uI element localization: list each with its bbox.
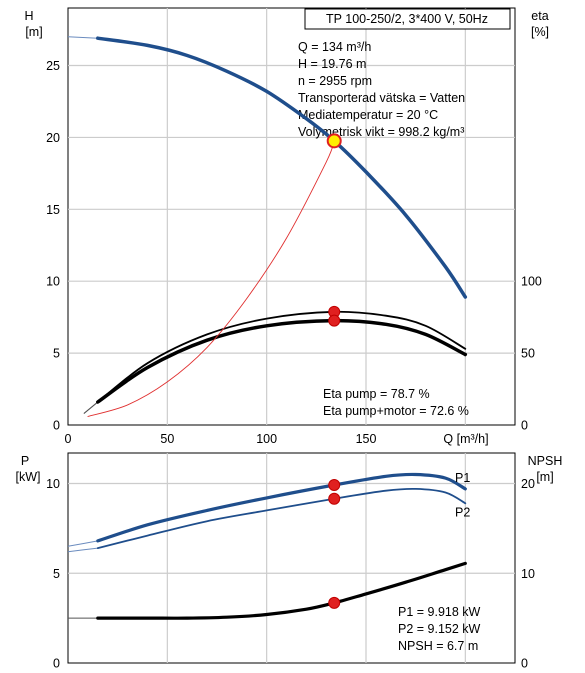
eta-labels: Eta pump = 78.7 % Eta pump+motor = 72.6 %	[323, 387, 469, 418]
curve-system-curve	[87, 140, 335, 417]
right-axis-title-npsh: NPSH	[528, 454, 563, 468]
left-axis-unit-p: [kW]	[16, 470, 41, 484]
top-left-tick: 10	[46, 275, 60, 289]
operating-point-bottom-0	[328, 478, 341, 491]
curve-P1-extension	[67, 540, 98, 547]
bottom-operating-points	[328, 478, 341, 609]
top-right-tick: 100	[521, 275, 542, 289]
top-info-line: Mediatemperatur = 20 °C	[298, 108, 438, 122]
bottom-left-tick: 0	[53, 657, 60, 671]
chart-title: TP 100-250/2, 3*400 V, 50Hz	[326, 12, 488, 26]
bottom-info-block: P1 = 9.918 kW P2 = 9.152 kW NPSH = 6.7 m	[398, 605, 481, 653]
bottom-left-tick: 10	[46, 477, 60, 491]
left-axis-title-p: P	[21, 454, 29, 468]
top-left-tick: 25	[46, 59, 60, 73]
top-x-tick: 100	[256, 432, 277, 446]
top-info-line: Q = 134 m³/h	[298, 40, 371, 54]
top-operating-points	[326, 133, 342, 327]
bottom-info-line: P1 = 9.918 kW	[398, 605, 481, 619]
top-info-line: H = 19.76 m	[298, 57, 366, 71]
bottom-plot-frame	[67, 452, 516, 664]
bottom-info-line: NPSH = 6.7 m	[398, 639, 478, 653]
bottom-right-tick: 10	[521, 567, 535, 581]
top-left-tick: 5	[53, 347, 60, 361]
right-axis-unit-npsh: [m]	[536, 470, 553, 484]
curve-eta-pump-upper	[96, 310, 467, 403]
curve-NPSH	[96, 561, 467, 620]
top-x-tick: 0	[65, 432, 72, 446]
bottom-grid	[68, 453, 515, 663]
top-info-line: n = 2955 rpm	[298, 74, 372, 88]
bottom-tick-labels: 0 5 10 0 10 20	[46, 477, 535, 670]
operating-point-bottom-1	[328, 492, 341, 505]
top-left-tick: 15	[46, 203, 60, 217]
curve-P2-extension	[67, 547, 98, 553]
series-label-p1: P1	[455, 471, 470, 485]
bottom-right-tick: 20	[521, 477, 535, 491]
title-box	[304, 8, 511, 30]
top-grid	[68, 8, 515, 425]
operating-point-h	[326, 133, 342, 149]
eta-label: Eta pump+motor = 72.6 %	[323, 404, 469, 418]
bottom-panel: P [kW] NPSH [m] 0 5 10 0 10 20 P1 P2 P1 = 9.91…	[16, 452, 563, 671]
top-curves	[67, 36, 468, 417]
operating-point-bottom-2	[328, 596, 341, 609]
series-label-p2: P2	[455, 505, 470, 519]
curve-eta-pump	[96, 318, 468, 404]
top-left-tick: 20	[46, 131, 60, 145]
bottom-right-tick: 0	[521, 657, 528, 671]
operating-point-eta-2	[328, 314, 341, 327]
top-x-tick: 150	[356, 432, 377, 446]
bottom-series-labels: P1 P2	[455, 471, 470, 519]
left-axis-title-h: H	[24, 9, 33, 23]
x-axis-label-q: Q [m³/h]	[443, 432, 488, 446]
top-x-tick: 50	[160, 432, 174, 446]
bottom-left-tick: 5	[53, 567, 60, 581]
top-tick-labels: 0 5 10 15 20 25 0 50 100 0 50 100 150	[46, 59, 542, 446]
top-info-line: Transporterad vätska = Vatten	[298, 91, 465, 105]
top-left-tick: 0	[53, 419, 60, 433]
top-info-block: Q = 134 m³/h H = 19.76 m n = 2955 rpm Trans…	[298, 40, 465, 139]
top-right-tick: 0	[521, 419, 528, 433]
curve-H	[96, 36, 468, 299]
top-info-line: Volymetrisk vikt = 998.2 kg/m³	[298, 125, 464, 139]
right-axis-title-eta: eta	[531, 9, 548, 23]
top-plot-frame	[67, 7, 516, 426]
top-right-tick: 50	[521, 347, 535, 361]
left-axis-unit-h: [m]	[25, 25, 42, 39]
eta-label: Eta pump = 78.7 %	[323, 387, 430, 401]
right-axis-unit-eta: [%]	[531, 25, 549, 39]
bottom-info-line: P2 = 9.152 kW	[398, 622, 481, 636]
